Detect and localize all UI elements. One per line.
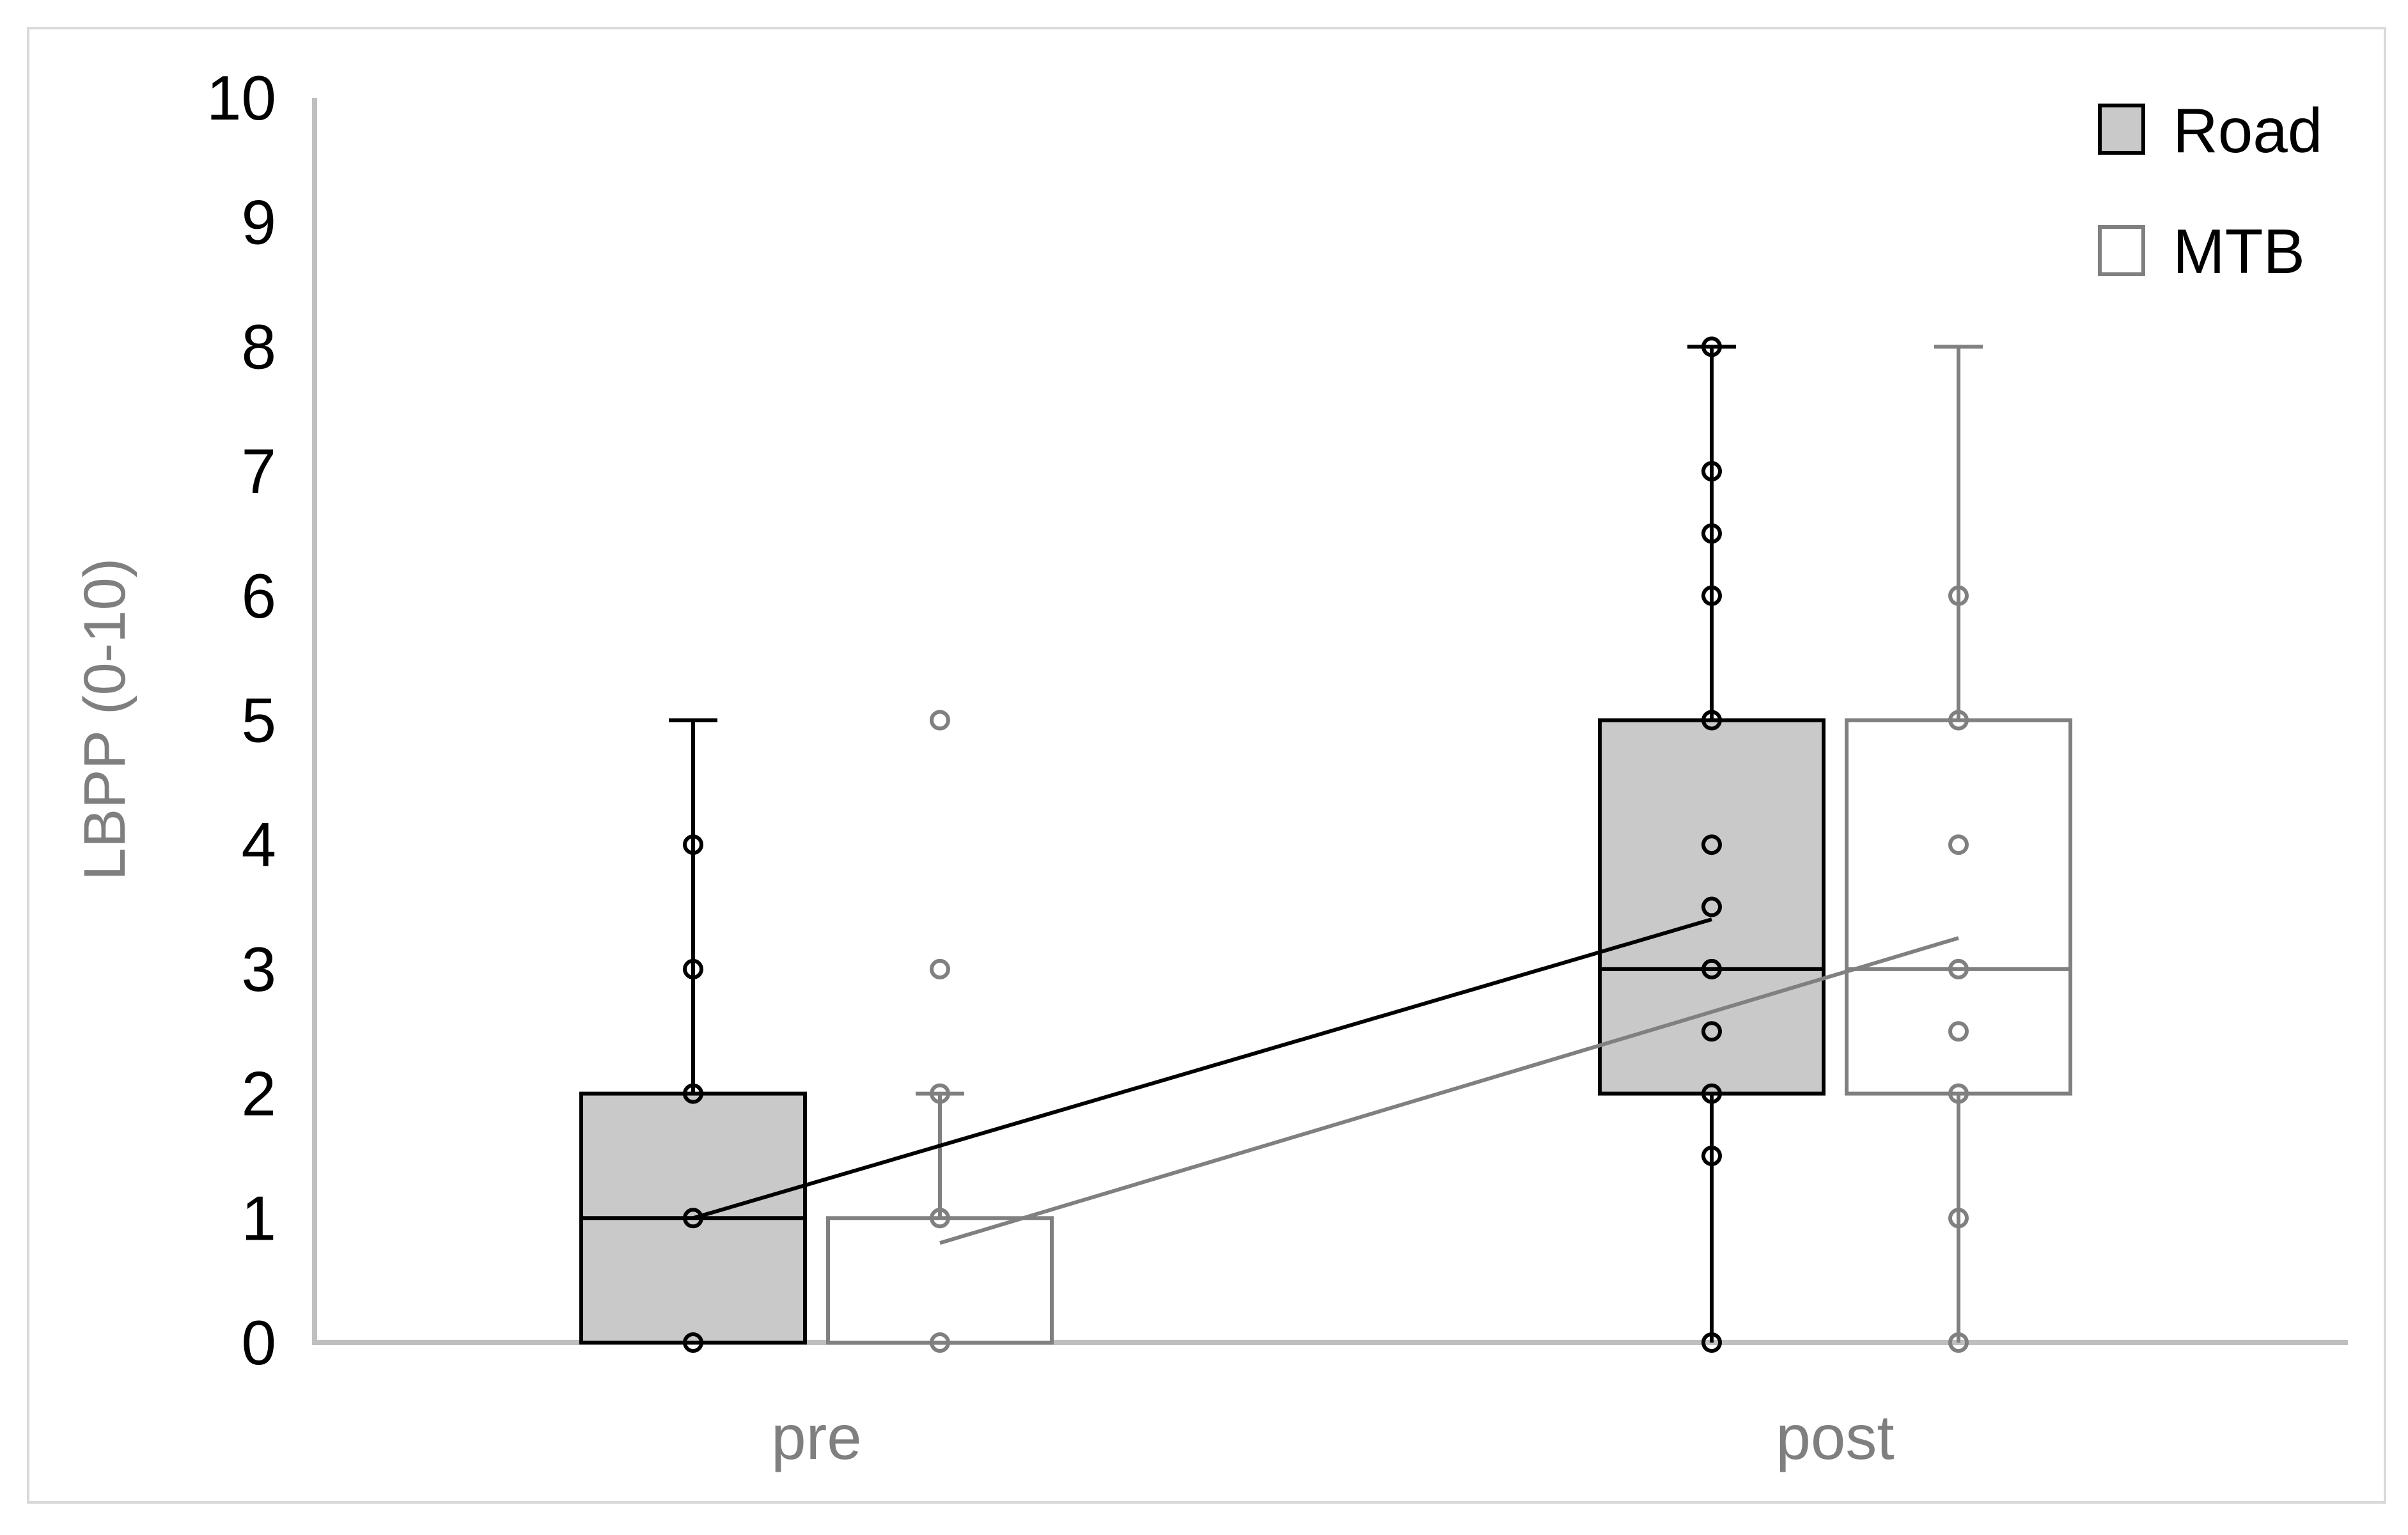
y-tick-label: 9 [241, 187, 276, 258]
legend-swatch-mtb [2098, 225, 2145, 276]
x-category-label: post [1776, 1402, 1894, 1472]
legend-swatch-road [2098, 104, 2145, 155]
data-point-road [1701, 336, 1722, 357]
data-point-mtb [930, 1332, 950, 1353]
data-point-road [1701, 523, 1722, 544]
data-point-road [683, 958, 703, 979]
y-tick-label: 2 [241, 1059, 276, 1129]
mean-lines-layer [692, 917, 1959, 1245]
data-point-road [683, 1332, 703, 1353]
y-tick-label: 3 [241, 934, 276, 1004]
y-tick-label: 5 [241, 685, 276, 756]
data-point-road [1701, 1332, 1722, 1353]
data-point-road [1701, 461, 1722, 482]
y-tick-label: 10 [207, 63, 276, 133]
data-point-road [1701, 1083, 1722, 1104]
data-point-road [1701, 896, 1722, 917]
data-point-road [1701, 710, 1722, 731]
data-point-mtb [1948, 1332, 1969, 1353]
tick-labels-layer: 0 1 2 3 4 5 6 7 8 9 10 pre post [207, 63, 1895, 1472]
data-point-mtb [1948, 585, 1969, 606]
data-point-road [683, 1208, 703, 1229]
data-point-road [1701, 1145, 1722, 1166]
mean-line-road [692, 917, 1712, 1220]
y-tick-label: 6 [241, 561, 276, 631]
boxes-layer [579, 345, 2072, 1345]
legend-label-mtb: MTB [2173, 216, 2305, 286]
data-point-mtb [1948, 958, 1969, 979]
data-point-road [1701, 958, 1722, 979]
box-mtb-post [1845, 718, 2072, 1096]
legend-label-road: Road [2173, 95, 2322, 166]
data-point-mtb [930, 1208, 950, 1229]
data-point-mtb [1948, 1021, 1969, 1042]
data-point-mtb [930, 958, 950, 979]
data-point-mtb [1948, 1208, 1969, 1229]
data-point-mtb [930, 1083, 950, 1104]
box-road-post [1598, 718, 1826, 1096]
points-layer [683, 336, 1969, 1353]
legend: Road MTB [2098, 95, 2322, 286]
data-point-road [1701, 585, 1722, 606]
x-category-label: pre [771, 1402, 862, 1472]
y-tick-label: 4 [241, 809, 276, 880]
data-point-mtb [1948, 834, 1969, 855]
data-point-road [683, 1083, 703, 1104]
data-point-mtb [930, 710, 950, 731]
data-point-mtb [1948, 710, 1969, 731]
y-tick-label: 0 [241, 1307, 276, 1378]
y-tick-label: 7 [241, 436, 276, 506]
y-tick-label: 8 [241, 311, 276, 382]
data-point-mtb [1948, 1083, 1969, 1104]
data-point-road [1701, 1021, 1722, 1042]
box-mtb-pre [826, 1216, 1054, 1345]
y-axis-title: LBPP (0-10) [72, 558, 137, 881]
data-point-road [683, 834, 703, 855]
mean-line-mtb [939, 936, 1959, 1245]
data-point-road [1701, 834, 1722, 855]
y-tick-label: 1 [241, 1183, 276, 1253]
